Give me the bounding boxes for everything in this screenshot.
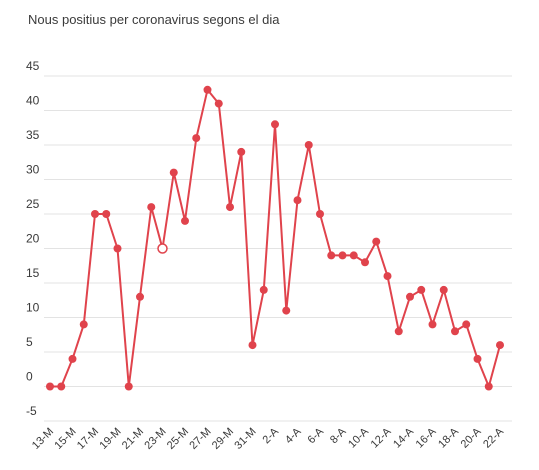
x-tick-label: 13-M [30, 426, 56, 452]
y-tick-label: 0 [26, 370, 33, 384]
data-point [113, 244, 122, 253]
chart-title: Nous positius per coronavirus segons el … [28, 12, 280, 27]
data-point [316, 210, 324, 218]
data-point [439, 285, 448, 294]
x-tick-label: 27-M [187, 426, 213, 452]
data-point [484, 382, 493, 391]
data-point [462, 320, 471, 329]
data-point [293, 196, 302, 205]
y-tick-label: 30 [26, 163, 40, 177]
series-line [50, 88, 501, 388]
x-tick-label: 20-A [459, 425, 484, 450]
y-tick-label: 20 [26, 232, 40, 246]
x-tick-label: 25-M [165, 426, 191, 452]
data-point [327, 251, 336, 260]
x-tick-label: 15-M [52, 426, 78, 452]
data-point [203, 85, 212, 94]
data-point [181, 216, 189, 225]
x-tick-label: 21-M [120, 426, 146, 452]
data-point [102, 210, 111, 218]
data-point [417, 285, 426, 294]
y-tick-label: 25 [26, 197, 40, 211]
data-point [248, 341, 257, 350]
y-tick-label: -5 [26, 404, 37, 418]
data-point [214, 99, 223, 108]
data-point [169, 168, 178, 177]
data-point [361, 258, 369, 267]
data-point [338, 251, 347, 260]
data-point [57, 382, 66, 391]
data-point [79, 320, 88, 329]
data-point [451, 327, 459, 336]
data-point [394, 327, 403, 336]
data-point [271, 120, 279, 129]
x-tick-label: 12-A [369, 425, 394, 450]
data-point [372, 237, 381, 246]
x-tick-label: 23-M [142, 426, 168, 452]
data-point [259, 285, 268, 294]
x-tick-label: 16-A [414, 425, 439, 450]
data-point [282, 306, 291, 315]
data-point-highlighted [157, 243, 168, 254]
data-point [226, 203, 234, 212]
y-tick-label: 40 [26, 94, 40, 108]
data-point [496, 341, 504, 350]
data-point [46, 382, 54, 391]
x-tick-label: 6-A [306, 425, 327, 446]
x-tick-label: 18-A [436, 425, 461, 450]
data-point [147, 203, 156, 212]
data-point [473, 354, 482, 363]
x-tick-label: 4-A [283, 425, 304, 446]
data-point [136, 292, 144, 301]
data-point [349, 251, 358, 260]
data-point [428, 320, 437, 329]
data-point [192, 134, 201, 143]
x-tick-label: 31-M [232, 426, 258, 452]
y-tick-label: 10 [26, 301, 40, 315]
x-tick-label: 29-M [210, 426, 236, 452]
x-tick-label: 14-A [391, 425, 416, 450]
x-tick-label: 19-M [97, 426, 123, 452]
data-point [304, 141, 313, 149]
y-tick-label: 35 [26, 128, 40, 142]
data-point [68, 354, 77, 363]
y-tick-label: 45 [26, 59, 40, 73]
y-tick-label: 15 [26, 266, 40, 280]
data-point [237, 147, 246, 156]
data-point [124, 382, 133, 391]
x-tick-label: 2-A [261, 425, 282, 446]
data-point [406, 292, 414, 301]
data-point [91, 210, 99, 218]
x-tick-label: 22-A [481, 425, 506, 450]
y-tick-label: 5 [26, 335, 33, 349]
x-tick-label: 10-A [346, 425, 371, 450]
data-point [383, 272, 392, 281]
x-tick-label: 17-M [75, 426, 101, 452]
